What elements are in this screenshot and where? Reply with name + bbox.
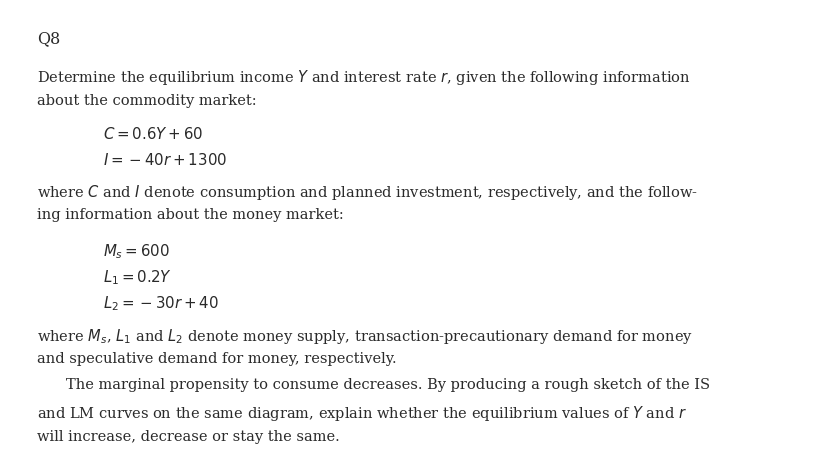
Text: where $M_s$, $L_1$ and $L_2$ denote money supply, transaction-precautionary dema: where $M_s$, $L_1$ and $L_2$ denote mone…: [37, 327, 692, 346]
Text: will increase, decrease or stay the same.: will increase, decrease or stay the same…: [37, 430, 340, 444]
Text: $I = -40r + 1300$: $I = -40r + 1300$: [103, 152, 227, 168]
Text: The marginal propensity to consume decreases. By producing a rough sketch of the: The marginal propensity to consume decre…: [66, 378, 710, 392]
Text: $L_1 = 0.2Y$: $L_1 = 0.2Y$: [103, 268, 172, 287]
Text: about the commodity market:: about the commodity market:: [37, 94, 256, 108]
Text: $L_2 = -30r + 40$: $L_2 = -30r + 40$: [103, 294, 219, 313]
Text: Determine the equilibrium income $Y$ and interest rate $r$, given the following : Determine the equilibrium income $Y$ and…: [37, 68, 690, 87]
Text: where $C$ and $I$ denote consumption and planned investment, respectively, and t: where $C$ and $I$ denote consumption and…: [37, 183, 698, 202]
Text: $C = 0.6Y + 60$: $C = 0.6Y + 60$: [103, 126, 203, 142]
Text: Q8: Q8: [37, 30, 60, 47]
Text: ing information about the money market:: ing information about the money market:: [37, 208, 343, 222]
Text: and LM curves on the same diagram, explain whether the equilibrium values of $Y$: and LM curves on the same diagram, expla…: [37, 404, 686, 423]
Text: and speculative demand for money, respectively.: and speculative demand for money, respec…: [37, 352, 396, 366]
Text: $M_s = 600$: $M_s = 600$: [103, 242, 170, 261]
